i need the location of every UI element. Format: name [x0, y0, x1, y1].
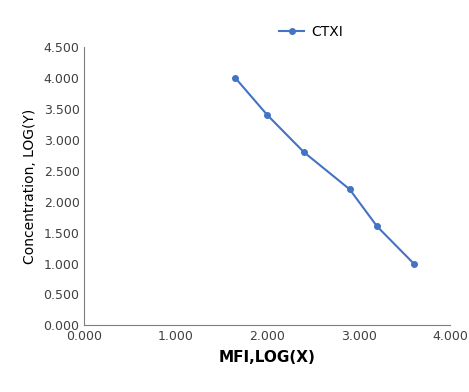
CTXI	[265, 113, 270, 118]
Legend: CTXI: CTXI	[275, 21, 347, 43]
Line: CTXI: CTXI	[233, 75, 416, 266]
CTXI	[374, 224, 380, 229]
CTXI	[411, 261, 416, 266]
CTXI	[301, 150, 307, 154]
CTXI	[347, 187, 353, 192]
X-axis label: MFI,LOG(X): MFI,LOG(X)	[219, 350, 316, 365]
Y-axis label: Concentration, LOG(Y): Concentration, LOG(Y)	[23, 109, 37, 264]
CTXI	[233, 76, 238, 80]
